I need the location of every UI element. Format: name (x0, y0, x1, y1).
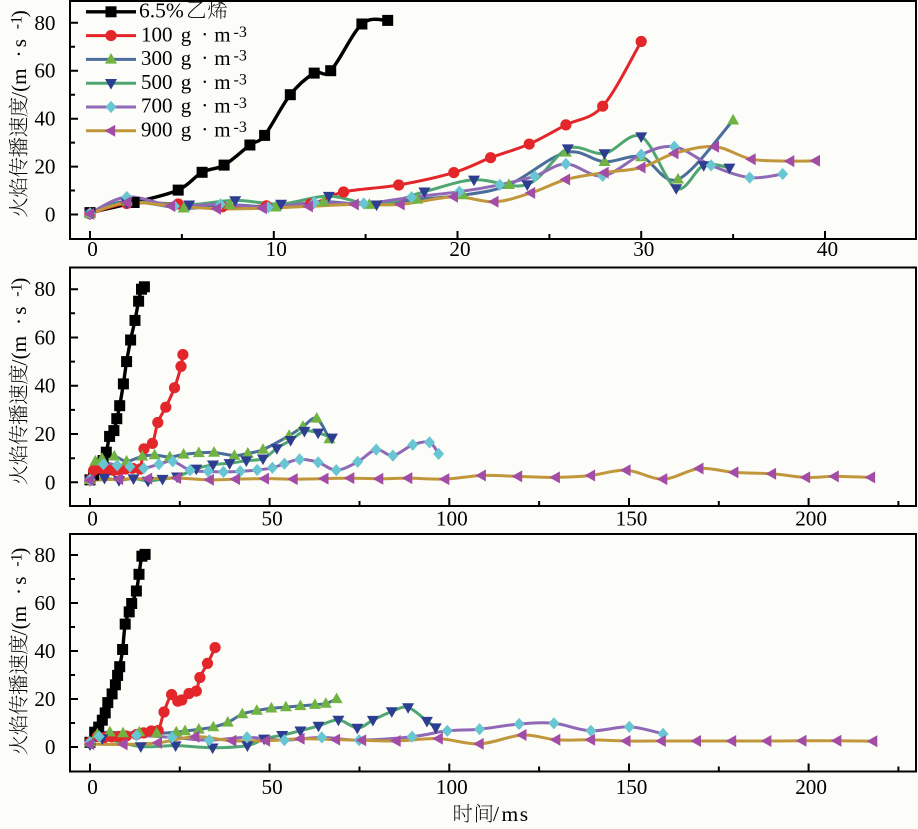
svg-text:150: 150 (616, 775, 648, 799)
svg-text:80: 80 (34, 11, 55, 35)
svg-text:0: 0 (45, 470, 56, 494)
svg-text:0: 0 (45, 735, 56, 759)
svg-text:40: 40 (34, 107, 55, 131)
svg-text:150: 150 (616, 507, 648, 531)
svg-text:100: 100 (436, 507, 468, 531)
svg-text:6.5%: 6.5% (139, 0, 184, 23)
svg-text:0: 0 (87, 237, 98, 261)
svg-text:80: 80 (34, 277, 55, 301)
svg-text:60: 60 (34, 59, 55, 83)
svg-text:40: 40 (34, 374, 55, 398)
svg-text:10: 10 (266, 237, 287, 261)
svg-text:/ms: / ms (493, 802, 530, 826)
svg-text:0: 0 (87, 507, 98, 531)
svg-text:20: 20 (34, 155, 55, 179)
svg-text:20: 20 (449, 237, 470, 261)
svg-text:30: 30 (633, 237, 654, 261)
svg-text:60: 60 (34, 591, 55, 615)
svg-text:60: 60 (34, 326, 55, 350)
svg-text:200: 200 (795, 507, 827, 531)
svg-text:/(m·s-1): /(m·s-1) (7, 278, 31, 366)
svg-text:50: 50 (262, 507, 283, 531)
svg-text:80: 80 (34, 543, 55, 567)
svg-text:100: 100 (436, 775, 468, 799)
svg-text:20: 20 (34, 422, 55, 446)
svg-text:/(m·s-1): /(m·s-1) (7, 548, 31, 636)
svg-text:50: 50 (262, 775, 283, 799)
svg-text:200: 200 (795, 775, 827, 799)
svg-text:0: 0 (87, 775, 98, 799)
svg-text:40: 40 (817, 237, 838, 261)
svg-text:/(m·s-1): /(m·s-1) (7, 10, 31, 98)
svg-text:20: 20 (34, 687, 55, 711)
svg-text:40: 40 (34, 639, 55, 663)
svg-text:0: 0 (45, 203, 56, 227)
